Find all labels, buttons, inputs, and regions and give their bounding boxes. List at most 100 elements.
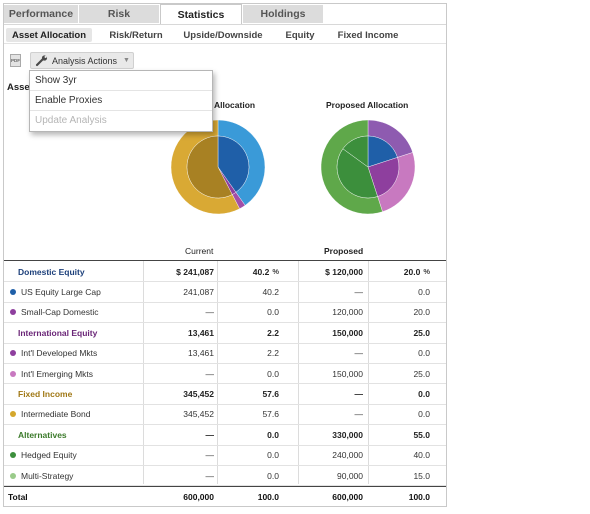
current-percent: 40.2 bbox=[219, 282, 279, 301]
current-value: 13,461 bbox=[144, 344, 214, 363]
menu-item-enable-proxies[interactable]: Enable Proxies bbox=[30, 91, 212, 111]
proposed-percent: 0.0 bbox=[370, 384, 430, 403]
menu-item-show-3yr[interactable]: Show 3yr bbox=[30, 71, 212, 91]
proposed-percent: 0.0 bbox=[370, 344, 430, 363]
row-label: Domestic Equity bbox=[18, 262, 152, 281]
row-label-text: Fixed Income bbox=[18, 389, 73, 400]
proposed-percent: 100.0 bbox=[370, 487, 430, 506]
row-label: Fixed Income bbox=[18, 384, 152, 403]
column-divider bbox=[143, 261, 144, 484]
proposed-value-text: 150,000 bbox=[332, 327, 363, 338]
current-value-text: — bbox=[205, 368, 215, 379]
tab-performance[interactable]: Performance bbox=[4, 5, 78, 23]
column-divider bbox=[298, 261, 299, 484]
table-group-row: Domestic Equity $ 241,087 40.2% $ 120,000 20… bbox=[4, 262, 446, 283]
row-label-text: Small-Cap Domestic bbox=[21, 307, 99, 318]
row-label: Int'l Developed Mkts bbox=[8, 344, 142, 363]
row-label-text: Int'l Emerging Mkts bbox=[21, 368, 94, 379]
subtab-upside-downside[interactable]: Upside/Downside bbox=[183, 29, 263, 41]
proposed-value: 150,000 bbox=[299, 364, 363, 383]
row-label-text: Alternatives bbox=[18, 429, 67, 440]
table-group-row: Alternatives — 0.0 330,000 55.0 bbox=[4, 425, 446, 446]
proposed-value-text: 150,000 bbox=[332, 368, 363, 379]
tab-statistics[interactable]: Statistics bbox=[160, 4, 242, 24]
current-percent: 2.2 bbox=[219, 344, 279, 363]
proposed-value-text: — bbox=[354, 287, 364, 298]
row-label-text: Multi-Strategy bbox=[21, 470, 74, 481]
analysis-actions-menu: Show 3yr Enable Proxies Update Analysis bbox=[29, 70, 213, 132]
proposed-percent-text: 40.0 bbox=[413, 450, 430, 461]
chevron-down-icon: ▼ bbox=[123, 57, 130, 64]
pdf-export-icon[interactable]: PDF bbox=[10, 54, 21, 67]
row-label-text: Domestic Equity bbox=[18, 266, 85, 277]
legend-dot-icon bbox=[10, 472, 16, 479]
row-label-text: Total bbox=[8, 492, 28, 503]
proposed-value-text: — bbox=[354, 389, 364, 400]
inner-ring-slice bbox=[186, 135, 233, 199]
current-value: — bbox=[144, 425, 215, 444]
column-divider bbox=[368, 261, 369, 484]
current-value: — bbox=[144, 303, 215, 322]
wrench-icon bbox=[35, 54, 48, 66]
row-label: US Equity Large Cap bbox=[8, 282, 142, 301]
proposed-percent-text: 25.0 bbox=[413, 368, 430, 379]
percent-unit: % bbox=[272, 267, 279, 277]
current-value-text: $ 241,087 bbox=[176, 266, 214, 277]
proposed-percent: 0.0 bbox=[370, 282, 430, 301]
row-label-text: International Equity bbox=[18, 327, 98, 338]
column-divider bbox=[217, 261, 218, 484]
current-percent-text: 57.6 bbox=[262, 389, 279, 400]
proposed-value: — bbox=[299, 384, 364, 403]
current-percent-text: 2.2 bbox=[267, 327, 279, 338]
tab-risk[interactable]: Risk bbox=[79, 5, 159, 23]
analysis-actions-button[interactable]: Analysis Actions ▼ bbox=[30, 52, 134, 69]
table-header-rule bbox=[4, 260, 446, 261]
current-value: — bbox=[144, 364, 215, 383]
current-value: 600,000 bbox=[144, 487, 214, 506]
legend-dot-icon bbox=[10, 350, 16, 357]
proposed-value-text: 330,000 bbox=[332, 429, 363, 440]
current-value: 241,087 bbox=[144, 282, 214, 301]
inner-ring-slice bbox=[367, 157, 400, 197]
proposed-percent-text: 0.0 bbox=[418, 348, 430, 359]
proposed-percent: 20.0 bbox=[370, 303, 430, 322]
subtab-fixed-income[interactable]: Fixed Income bbox=[337, 29, 399, 41]
proposed-allocation-title: Proposed Allocation bbox=[326, 100, 409, 110]
table-row: Small-Cap Domestic — 0.0 120,000 20.0 bbox=[4, 303, 446, 324]
analysis-actions-label: Analysis Actions bbox=[52, 55, 118, 66]
current-percent-text: 0.0 bbox=[267, 368, 279, 379]
current-value: 13,461 bbox=[144, 323, 214, 342]
table-row: Hedged Equity — 0.0 240,000 40.0 bbox=[4, 446, 446, 466]
proposed-percent-text: 0.0 bbox=[418, 389, 430, 400]
legend-dot-icon bbox=[10, 370, 16, 377]
subtab-equity[interactable]: Equity bbox=[285, 29, 315, 41]
tab-holdings[interactable]: Holdings bbox=[243, 5, 323, 23]
current-allocation-title: Allocation bbox=[214, 100, 256, 110]
current-percent: 57.6 bbox=[219, 405, 279, 424]
proposed-percent-text: 20.0 bbox=[403, 266, 421, 277]
proposed-value: 240,000 bbox=[299, 446, 363, 465]
proposed-allocation-pie bbox=[320, 119, 416, 215]
proposed-value: $ 120,000 bbox=[299, 262, 363, 281]
table-row: Intermediate Bond 345,452 57.6 — 0.0 bbox=[4, 405, 446, 426]
current-percent: 2.2 bbox=[219, 323, 279, 342]
proposed-value-text: 90,000 bbox=[337, 470, 363, 481]
proposed-value: 330,000 bbox=[299, 425, 363, 444]
legend-dot-icon bbox=[10, 289, 16, 296]
proposed-percent: 40.0 bbox=[370, 446, 430, 465]
proposed-percent: 15.0 bbox=[370, 466, 430, 485]
current-percent-text: 2.2 bbox=[267, 348, 279, 359]
current-value-text: — bbox=[205, 307, 215, 318]
menu-item-update-analysis: Update Analysis bbox=[35, 115, 107, 126]
subtab-asset-allocation[interactable]: Asset Allocation bbox=[6, 28, 92, 42]
current-value-text: 345,452 bbox=[183, 409, 214, 420]
subtab-risk-return[interactable]: Risk/Return bbox=[109, 29, 163, 41]
row-label: Intermediate Bond bbox=[8, 405, 142, 424]
proposed-percent-text: 0.0 bbox=[418, 409, 430, 420]
table-group-row: Fixed Income 345,452 57.6 — 0.0 bbox=[4, 384, 446, 405]
statistics-panel: Performance Risk Statistics Holdings Ass… bbox=[3, 3, 447, 507]
inner-ring-slice bbox=[367, 135, 398, 168]
current-percent: 0.0 bbox=[219, 425, 279, 444]
current-value-text: 13,461 bbox=[188, 348, 214, 359]
current-value-text: 13,461 bbox=[188, 327, 214, 338]
